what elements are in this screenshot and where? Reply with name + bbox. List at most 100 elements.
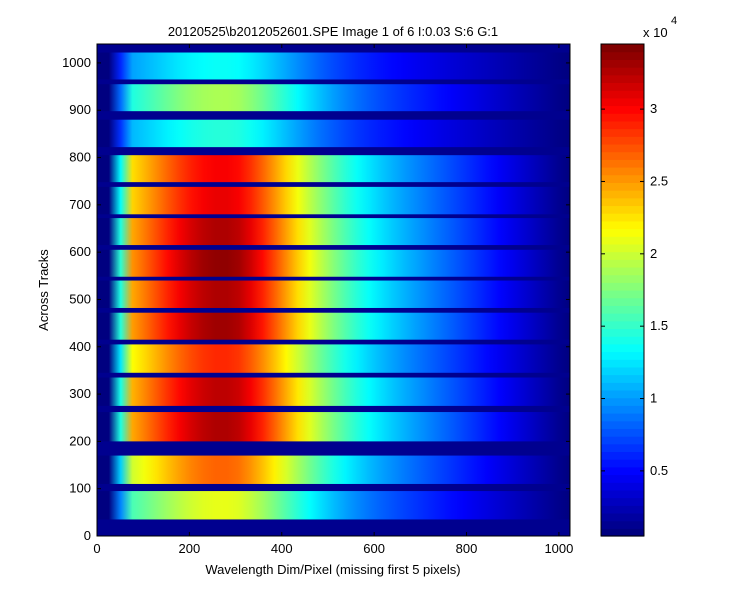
colorbar-tick-label: 2.5 bbox=[650, 173, 668, 188]
colorbar-segment bbox=[601, 220, 644, 230]
y-tick-label: 1000 bbox=[62, 55, 91, 70]
colorbar-segment bbox=[601, 205, 644, 214]
colorbar-segment bbox=[601, 397, 644, 406]
x-axis-label: Wavelength Dim/Pixel (missing first 5 pi… bbox=[205, 562, 460, 577]
colorbar-segment bbox=[601, 474, 644, 483]
track-band bbox=[97, 412, 570, 442]
plot-frame bbox=[96, 43, 571, 537]
track-band bbox=[97, 84, 570, 112]
colorbar-segment bbox=[601, 459, 644, 468]
colorbar-segment bbox=[601, 297, 644, 306]
colorbar-multiplier: x 10 bbox=[643, 25, 668, 40]
track-band bbox=[97, 344, 570, 373]
track-band bbox=[97, 280, 570, 308]
colorbar-segment bbox=[601, 67, 644, 76]
colorbar-segment bbox=[601, 197, 644, 207]
plot-area bbox=[96, 43, 571, 537]
track-band bbox=[97, 155, 570, 183]
colorbar-segment bbox=[601, 336, 644, 345]
colorbar-segment bbox=[601, 59, 644, 68]
y-tick-label: 700 bbox=[69, 197, 91, 212]
colorbar-segment bbox=[601, 428, 644, 437]
x-tick-label: 0 bbox=[93, 541, 100, 556]
colorbar-segment bbox=[601, 489, 644, 499]
track-band bbox=[97, 52, 570, 80]
colorbar-segment bbox=[601, 174, 644, 183]
colorbar-segment bbox=[601, 351, 644, 360]
colorbar-segment bbox=[601, 389, 644, 399]
y-tick-label: 400 bbox=[69, 339, 91, 354]
colorbar-segment bbox=[601, 328, 644, 337]
colorbar-segment bbox=[601, 251, 644, 260]
colorbar-segment bbox=[601, 497, 644, 506]
colorbar-segment bbox=[601, 44, 644, 53]
colorbar-frame bbox=[600, 43, 645, 537]
colorbar-segment bbox=[601, 113, 644, 122]
colorbar-segment bbox=[601, 366, 644, 376]
colorbar-segment bbox=[601, 136, 644, 145]
track-band bbox=[97, 491, 570, 520]
colorbar-segment bbox=[601, 436, 644, 445]
colorbar-segment bbox=[601, 90, 644, 99]
colorbar-segment bbox=[601, 413, 644, 422]
colorbar-segment bbox=[601, 290, 644, 299]
x-tick-label: 600 bbox=[363, 541, 385, 556]
colorbar-segment bbox=[601, 359, 644, 368]
colorbar-segment bbox=[601, 182, 644, 191]
y-tick-label: 800 bbox=[69, 150, 91, 165]
colorbar-segment bbox=[601, 143, 644, 153]
colorbar-tick-label: 1.5 bbox=[650, 318, 668, 333]
colorbar-segment bbox=[601, 313, 644, 322]
chart-title: 20120525\b2012052601.SPE Image 1 of 6 I:… bbox=[168, 24, 498, 39]
track-band bbox=[97, 218, 570, 246]
track-band bbox=[97, 249, 570, 277]
colorbar-segment bbox=[601, 97, 644, 107]
colorbar-segment bbox=[601, 466, 644, 476]
colorbar-segment bbox=[601, 259, 644, 268]
colorbar-segment bbox=[601, 443, 644, 453]
colorbar-segment bbox=[601, 274, 644, 283]
colorbar-segment bbox=[601, 505, 644, 514]
track-band bbox=[97, 119, 570, 148]
colorbar-segment bbox=[601, 374, 644, 383]
colorbar-segment bbox=[601, 512, 644, 522]
colorbar-tick-label: 2 bbox=[650, 246, 657, 261]
y-tick-label: 900 bbox=[69, 102, 91, 117]
x-axis: 0 200 400 600 800 1000 bbox=[93, 44, 573, 556]
track-band bbox=[97, 312, 570, 340]
colorbar: 0.5 1 1.5 2 2.5 3 x 10 4 bbox=[600, 15, 677, 537]
colorbar-segment bbox=[601, 420, 644, 429]
colorbar-segment bbox=[601, 213, 644, 222]
colorbar-segment bbox=[601, 74, 644, 84]
colorbar-segment bbox=[601, 482, 644, 491]
y-axis: 0 100 200 300 400 500 600 700 800 900 1000 bbox=[62, 55, 570, 543]
colorbar-tick-label: 0.5 bbox=[650, 463, 668, 478]
colorbar-segment bbox=[601, 82, 644, 91]
y-tick-label: 200 bbox=[69, 433, 91, 448]
colorbar-segment bbox=[601, 167, 644, 176]
colorbar-segment bbox=[601, 266, 644, 276]
y-tick-label: 500 bbox=[69, 291, 91, 306]
colorbar-segment bbox=[601, 451, 644, 460]
colorbar-segment bbox=[601, 236, 644, 245]
colorbar-segment bbox=[601, 190, 644, 199]
colorbar-segment bbox=[601, 128, 644, 137]
colorbar-tick-label: 3 bbox=[650, 101, 657, 116]
track-band bbox=[97, 186, 570, 215]
x-tick-label: 1000 bbox=[544, 541, 573, 556]
colorbar-segment bbox=[601, 282, 644, 291]
y-tick-label: 600 bbox=[69, 244, 91, 259]
colorbar-segment bbox=[601, 405, 644, 414]
colorbar-segment bbox=[601, 382, 644, 391]
colorbar-segment bbox=[601, 105, 644, 114]
colorbar-segment bbox=[601, 120, 644, 130]
colorbar-segment bbox=[601, 305, 644, 314]
colorbar-segment bbox=[601, 320, 644, 330]
colorbar-segment bbox=[601, 520, 644, 529]
y-tick-label: 100 bbox=[69, 481, 91, 496]
colorbar-segment bbox=[601, 343, 644, 353]
colorbar-segment bbox=[601, 243, 644, 253]
track-band bbox=[97, 455, 570, 484]
x-tick-label: 800 bbox=[456, 541, 478, 556]
